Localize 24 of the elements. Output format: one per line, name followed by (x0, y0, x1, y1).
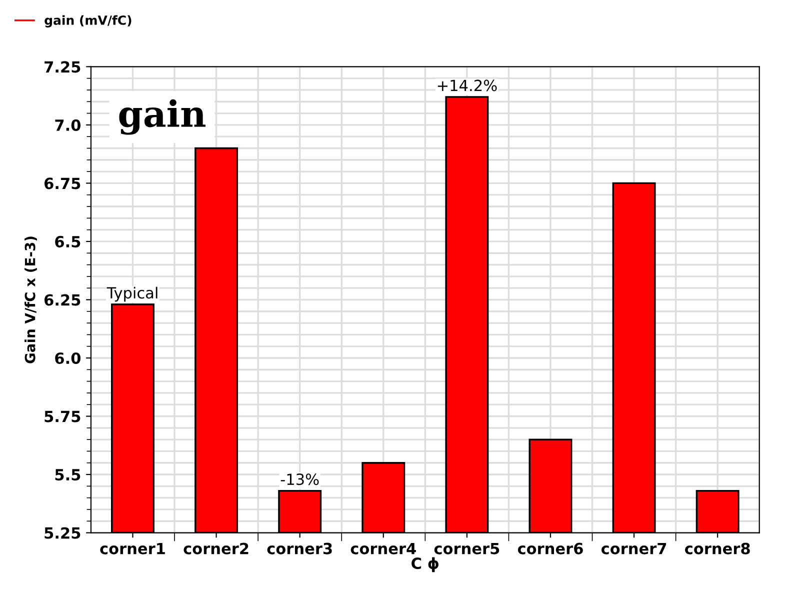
y-axis-title: Gain V/fC x (E-3) (24, 236, 37, 364)
text: gain (119, 99, 206, 135)
y-tick-label: 6.0 (55, 352, 81, 364)
y-tick-label: 5.5 (55, 469, 80, 481)
annotation: +14.2% (438, 80, 497, 92)
y-tick-label: 5.25 (44, 527, 80, 539)
y-tick-label: 6.25 (44, 294, 80, 306)
x-tick-label: corner2 (184, 542, 248, 554)
annotation: Typical (106, 286, 158, 302)
x-tick-label: corner6 (518, 542, 583, 554)
x-tick-label: corner8 (684, 542, 750, 554)
x-tick-label: corner7 (601, 542, 666, 554)
x-axis-title: C ϕ (412, 557, 438, 572)
x-tick-label: corner1 (100, 542, 165, 554)
y-tick-label: 5.75 (44, 410, 80, 422)
x-tick-label: corner4 (350, 542, 416, 554)
y-tick-label: 7.25 (44, 61, 80, 73)
legend-label: gain (mV/fC) (44, 15, 132, 28)
y-tick-label: 6.5 (55, 236, 80, 248)
annotation: -13% (280, 474, 319, 486)
y-tick-label: 6.75 (44, 178, 80, 190)
x-tick-label: corner5 (434, 542, 500, 554)
x-tick-label: corner3 (267, 542, 332, 554)
y-tick-label: 7.0 (55, 119, 81, 131)
